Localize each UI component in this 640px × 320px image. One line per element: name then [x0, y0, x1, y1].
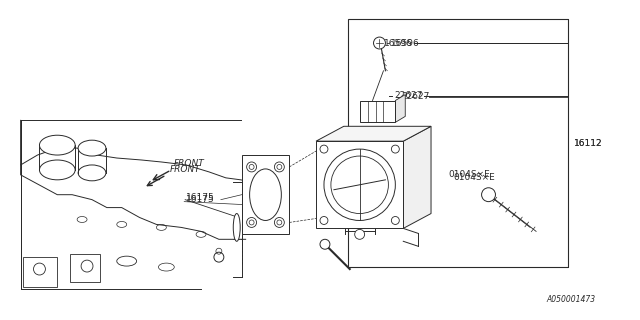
Text: 16112: 16112	[574, 139, 602, 148]
Ellipse shape	[116, 256, 136, 266]
Text: 22627: 22627	[394, 91, 423, 100]
Circle shape	[320, 217, 328, 224]
Bar	[360, 100, 396, 122]
Circle shape	[320, 239, 330, 249]
Polygon shape	[403, 126, 431, 228]
Polygon shape	[396, 95, 405, 122]
Circle shape	[392, 217, 399, 224]
Text: FRONT: FRONT	[170, 165, 200, 174]
Text: 0104S×E: 0104S×E	[454, 173, 495, 182]
Ellipse shape	[233, 213, 240, 241]
Text: A050001473: A050001473	[546, 295, 595, 304]
Ellipse shape	[40, 135, 75, 155]
Bar	[22, 257, 58, 287]
Circle shape	[392, 145, 399, 153]
Circle shape	[374, 37, 385, 49]
Text: 16175: 16175	[186, 193, 215, 202]
Text: FRONT: FRONT	[173, 159, 204, 168]
Text: 0104S×E: 0104S×E	[449, 170, 491, 180]
Text: 16596: 16596	[392, 38, 420, 48]
Circle shape	[320, 145, 328, 153]
Bar	[242, 155, 289, 234]
Circle shape	[324, 149, 396, 220]
Polygon shape	[316, 126, 431, 141]
Text: 22627: 22627	[401, 92, 429, 101]
Circle shape	[81, 260, 93, 272]
Circle shape	[355, 229, 365, 239]
Circle shape	[481, 188, 495, 202]
Text: 16596: 16596	[385, 38, 413, 48]
Circle shape	[214, 252, 224, 262]
Ellipse shape	[250, 169, 282, 220]
Text: 16175: 16175	[186, 195, 215, 204]
Circle shape	[33, 263, 45, 275]
Bar	[70, 254, 100, 282]
Bar	[348, 19, 568, 267]
Bar	[316, 141, 403, 228]
Ellipse shape	[78, 140, 106, 156]
Text: 16112: 16112	[574, 139, 602, 148]
